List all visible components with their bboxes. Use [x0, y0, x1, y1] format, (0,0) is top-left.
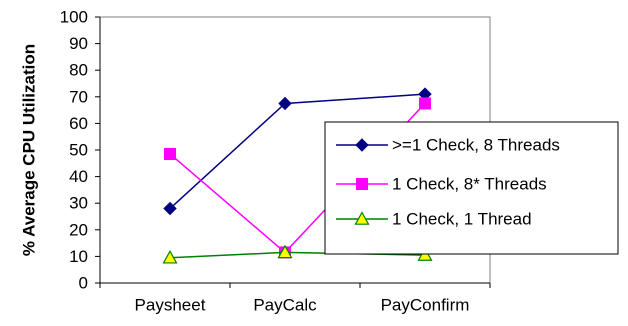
legend-label: 1 Check, 1 Thread — [392, 210, 532, 229]
y-tick-label: 70 — [69, 87, 88, 106]
x-tick-label: PayCalc — [253, 296, 317, 315]
y-tick-label: 10 — [69, 247, 88, 266]
data-point — [163, 201, 177, 216]
y-axis-title: % Average CPU Utilization — [19, 44, 38, 256]
data-point — [354, 211, 370, 225]
y-tick-label: 80 — [69, 61, 88, 80]
y-tick-label: 90 — [69, 34, 88, 53]
y-tick-label: 50 — [69, 141, 88, 160]
data-point — [355, 138, 369, 152]
data-point — [164, 147, 176, 160]
x-tick-label: Paysheet — [135, 296, 206, 315]
data-point — [278, 96, 292, 111]
legend: >=1 Check, 8 Threads 1 Check, 8* Threads 1… — [324, 121, 619, 255]
plot-area: 0 10 20 30 40 50 60 70 80 90 100 Paysheet PayCalc Pay… — [60, 8, 491, 315]
data-point — [162, 249, 178, 264]
legend-label: >=1 Check, 8 Threads — [392, 136, 560, 155]
legend-label: 1 Check, 8* Threads — [392, 175, 547, 194]
y-tick-label: 20 — [69, 220, 88, 239]
y-tick-label: 30 — [69, 194, 88, 213]
data-point — [419, 97, 431, 110]
y-tick-label: 100 — [60, 8, 88, 27]
y-tick-label: 40 — [69, 167, 88, 186]
x-tick-label: PayConfirm — [381, 296, 470, 315]
y-tick-label: 60 — [69, 114, 88, 133]
data-point — [356, 178, 368, 190]
data-point — [277, 244, 293, 259]
y-tick-label: 0 — [79, 274, 88, 293]
legend-box — [324, 121, 619, 255]
